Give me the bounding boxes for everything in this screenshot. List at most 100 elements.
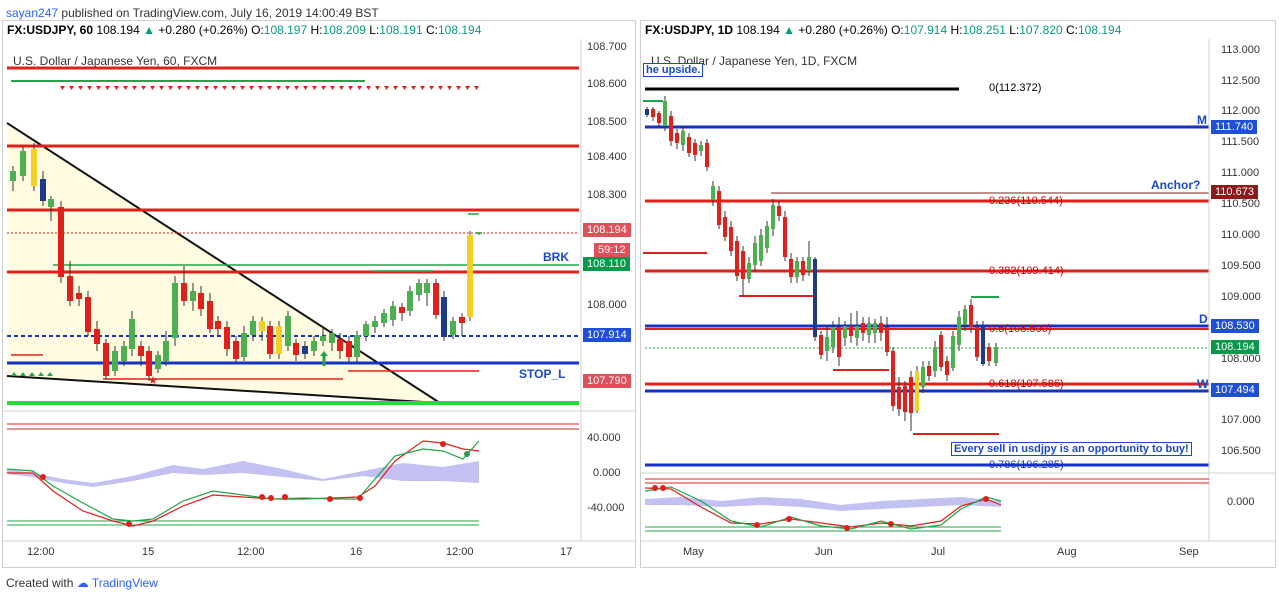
osc-tick: 40.000 <box>587 432 621 444</box>
left-open: 108.197 <box>263 23 308 37</box>
right-change: +0.280 (+0.26%) <box>798 23 888 37</box>
last-price-tag: 108.194 <box>583 223 631 237</box>
stop-price-tag: 107.790 <box>583 374 631 388</box>
y-tick: 108.400 <box>587 151 627 163</box>
y-tick: 106.500 <box>1221 445 1261 457</box>
left-symbol: FX:USDJPY, 60 <box>7 23 94 37</box>
anchor-price-tag: 110.673 <box>1211 185 1258 199</box>
oscillator-pane <box>6 423 579 527</box>
l-label: L: <box>1009 23 1020 37</box>
fib-382-label: 0.382(109.414) <box>989 265 1064 277</box>
x-tick: 12:00 <box>27 546 55 558</box>
daily-candles <box>645 96 998 431</box>
d-price-tag: 108.530 <box>1211 319 1259 333</box>
right-symbol: FX:USDJPY, 1D <box>645 23 734 37</box>
m-annotation[interactable]: M <box>1197 113 1207 127</box>
buy-arrow-icon <box>320 351 328 366</box>
y-tick: 108.300 <box>587 189 627 201</box>
y-tick: 113.000 <box>1221 44 1260 56</box>
hourly-candles <box>10 143 482 381</box>
x-tick: 15 <box>142 546 155 558</box>
brk-annotation[interactable]: BRK <box>543 250 569 264</box>
h-label: H: <box>950 23 963 37</box>
top-bar: sayan247 published on TradingView.com, J… <box>0 0 1279 20</box>
h-label: H: <box>310 23 323 37</box>
x-tick: Sep <box>1179 546 1199 558</box>
fib-0-label: 0(112.372) <box>989 82 1042 94</box>
descending-trendline <box>6 122 441 404</box>
d-annotation[interactable]: D <box>1199 312 1208 326</box>
open-price-tag: 107.914 <box>583 328 631 342</box>
sell-markers <box>60 86 479 90</box>
left-chart-canvas[interactable]: ★ <box>3 21 636 568</box>
username-link[interactable]: sayan247 <box>6 6 59 20</box>
hourly-chart-panel[interactable]: FX:USDJPY, 60 108.194 ▲ +0.280 (+0.26%) … <box>2 20 636 568</box>
m-price-tag: 111.740 <box>1211 120 1258 134</box>
right-chart-canvas[interactable] <box>641 21 1276 568</box>
y-tick: 112.500 <box>1221 75 1260 87</box>
fib-618-label: 0.618(107.586) <box>989 378 1064 390</box>
triangle-up-markers <box>11 372 53 376</box>
w-annotation[interactable]: W <box>1197 377 1209 391</box>
footer: Created with ☁ TradingView <box>6 576 158 590</box>
left-change: +0.280 (+0.26%) <box>158 23 248 37</box>
right-last: 108.194 <box>736 23 780 37</box>
clipped-note[interactable]: he upside. <box>643 63 704 77</box>
oscillator-pane <box>644 478 1209 532</box>
y-tick: 109.500 <box>1221 260 1261 272</box>
left-legend: FX:USDJPY, 60 108.194 ▲ +0.280 (+0.26%) … <box>7 23 481 37</box>
last-price-tag: 108.194 <box>1211 340 1259 354</box>
osc-tick: 0.000 <box>1227 496 1255 508</box>
y-tick: 110.500 <box>1221 198 1260 210</box>
c-label: C: <box>426 23 438 37</box>
stop-annotation[interactable]: STOP_L <box>519 367 566 381</box>
y-tick: 108.000 <box>1221 353 1261 365</box>
left-close: 108.194 <box>438 23 482 37</box>
osc-tick: -40.000 <box>587 502 625 514</box>
y-tick: 108.600 <box>587 78 627 90</box>
x-tick: 12:00 <box>237 546 265 558</box>
left-last: 108.194 <box>96 23 140 37</box>
buy-note[interactable]: Every sell in usdjpy is an opportunity t… <box>951 442 1192 456</box>
fib-786-label: 0.786(106.285) <box>989 459 1064 471</box>
anchor-annotation[interactable]: Anchor? <box>1151 178 1201 192</box>
y-tick: 110.000 <box>1221 229 1260 241</box>
up-arrow-icon: ▲ <box>143 23 156 37</box>
x-tick: May <box>683 546 704 558</box>
tradingview-link[interactable]: TradingView <box>91 576 158 590</box>
y-tick: 111.500 <box>1221 136 1260 148</box>
x-tick: 16 <box>350 546 363 558</box>
l-label: L: <box>369 23 380 37</box>
right-open: 107.914 <box>903 23 948 37</box>
support-trendline <box>6 375 441 404</box>
y-tick: 109.000 <box>1221 291 1261 303</box>
created-with-text: Created with <box>6 576 74 590</box>
osc-tick: 0.000 <box>593 467 621 479</box>
brk-price-tag: 108.110 <box>583 257 630 271</box>
left-low: 108.191 <box>379 23 423 37</box>
o-label: O: <box>251 23 264 37</box>
daily-chart-panel[interactable]: FX:USDJPY, 1D 108.194 ▲ +0.280 (+0.26%) … <box>640 20 1276 568</box>
y-tick: 108.000 <box>587 299 627 311</box>
up-arrow-icon: ▲ <box>783 23 795 37</box>
bar-timer-tag: 59:12 <box>594 243 630 257</box>
x-tick: Jun <box>815 546 833 558</box>
w-price-tag: 107.494 <box>1211 383 1259 397</box>
o-label: O: <box>891 23 904 37</box>
x-tick: 17 <box>560 546 573 558</box>
left-chart-title: U.S. Dollar / Japanese Yen, 60, FXCM <box>13 54 218 68</box>
publish-info: sayan247 published on TradingView.com, J… <box>6 6 379 20</box>
published-text: published on TradingView.com, July 16, 2… <box>61 6 379 20</box>
y-tick: 112.000 <box>1221 105 1260 117</box>
right-low: 107.820 <box>1019 23 1063 37</box>
x-tick: Aug <box>1057 546 1077 558</box>
x-tick: Jul <box>931 546 946 558</box>
tradingview-logo-icon: ☁ <box>76 576 89 590</box>
right-close: 108.194 <box>1077 23 1122 37</box>
right-high: 108.251 <box>962 23 1006 37</box>
y-tick: 111.000 <box>1221 167 1260 179</box>
fib-236-label: 0.236(110.544) <box>989 195 1063 207</box>
y-tick: 108.500 <box>587 116 627 128</box>
x-tick: 12:00 <box>446 546 474 558</box>
right-legend: FX:USDJPY, 1D 108.194 ▲ +0.280 (+0.26%) … <box>645 23 1121 37</box>
